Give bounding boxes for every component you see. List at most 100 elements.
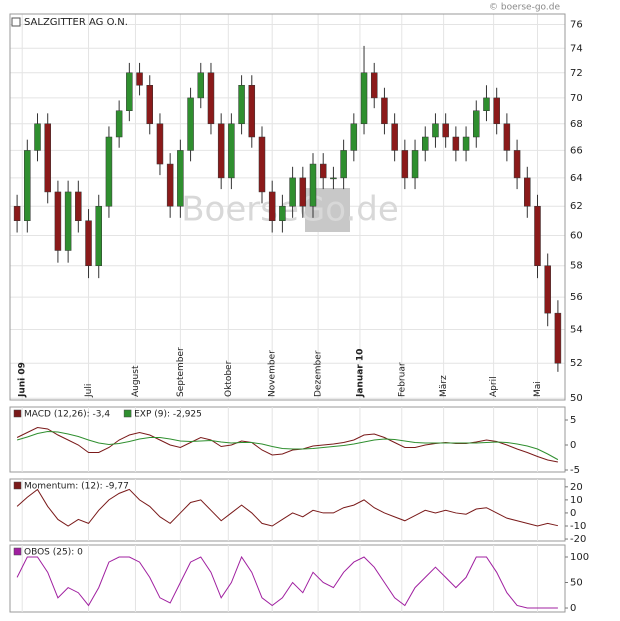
legend-swatch	[13, 481, 22, 490]
candle-body	[319, 163, 327, 179]
legend-swatch	[123, 409, 132, 418]
candle-body	[483, 97, 490, 111]
candle-body	[309, 163, 317, 207]
candle-body	[381, 97, 388, 125]
legend-label: OBOS (25): 0	[24, 548, 83, 558]
candle-body	[258, 136, 266, 193]
candle-body	[503, 123, 511, 151]
candle-body	[524, 177, 531, 207]
y-tick-label: 58	[570, 261, 583, 272]
y-tick-label: -20	[570, 534, 586, 545]
panel-frame	[9, 13, 566, 401]
x-tick-label: Juni 09	[18, 362, 28, 398]
y-tick-label: 0	[570, 440, 576, 451]
y-tick-label: 52	[570, 358, 583, 369]
candle-body	[197, 72, 205, 99]
line-series	[16, 555, 558, 609]
y-tick-label: 0	[570, 508, 576, 519]
x-tick-label: Januar 10	[355, 349, 365, 398]
candle-body	[34, 123, 41, 151]
legend-swatch	[13, 547, 22, 556]
y-tick-label: 70	[570, 93, 583, 104]
candle-body	[44, 123, 51, 193]
candle-body	[340, 150, 347, 179]
candle-body	[136, 72, 143, 86]
candle-body	[289, 177, 296, 207]
candle-body	[493, 97, 500, 125]
x-tick-label: März	[439, 375, 449, 397]
y-tick-label: 62	[570, 201, 583, 212]
candle-body	[370, 72, 378, 99]
candle-body	[75, 191, 82, 221]
y-tick-label: 64	[570, 173, 583, 184]
y-tick-label: 10	[570, 495, 583, 506]
panel-frame	[9, 478, 566, 542]
y-tick-label: 50	[570, 578, 583, 589]
x-tick-label: Oktober	[224, 360, 234, 397]
candle-body	[166, 163, 174, 207]
candle-body	[534, 205, 541, 266]
x-tick-label: Juli	[84, 384, 94, 398]
candle-body	[422, 136, 429, 151]
candle-body	[187, 97, 194, 151]
candle-body	[268, 191, 276, 221]
legend-label: MACD (12,26): -3,4	[24, 410, 110, 420]
y-tick-label: 60	[570, 230, 583, 241]
legend-swatch	[13, 409, 22, 418]
candle-body	[544, 265, 551, 314]
candle-body	[115, 110, 123, 138]
x-tick-label: April	[489, 376, 499, 397]
line-series	[16, 430, 559, 461]
legend-label: EXP (9): -2,925	[134, 410, 202, 420]
candle-body	[217, 123, 225, 179]
y-tick-label: 56	[570, 292, 583, 303]
y-tick-label: -5	[570, 465, 580, 476]
y-tick-label: 54	[570, 325, 583, 336]
x-tick-label: September	[176, 347, 186, 397]
candle-body	[64, 191, 72, 251]
candle-body	[462, 136, 470, 151]
candle-body	[24, 150, 31, 221]
y-tick-label: 68	[570, 119, 583, 130]
candle-body	[554, 312, 562, 364]
candle-body	[207, 72, 215, 125]
y-tick-label: 74	[570, 43, 583, 54]
candle-body	[411, 150, 419, 179]
x-tick-label: November	[268, 350, 278, 397]
x-tick-label: August	[131, 365, 141, 397]
candle-body	[401, 150, 409, 179]
credit: © boerse-go.de	[489, 3, 560, 13]
candle-body	[299, 177, 307, 207]
candle-body	[391, 123, 398, 151]
candle-body	[279, 205, 286, 221]
candle-body	[156, 123, 164, 165]
candle-body	[350, 123, 358, 151]
y-tick-label: 50	[570, 393, 583, 404]
y-tick-label: 76	[570, 20, 583, 31]
x-tick-label: Mai	[533, 381, 543, 397]
candle-body	[177, 150, 184, 207]
x-tick-label: Dezember	[314, 350, 324, 397]
candle-body	[228, 123, 235, 179]
candle-body	[473, 110, 480, 138]
panel-frame	[9, 544, 566, 613]
x-tick-label: Februar	[397, 362, 407, 397]
candle-body	[238, 84, 245, 125]
y-tick-label: -10	[570, 521, 586, 532]
candle-body	[330, 177, 337, 180]
candle-body	[13, 205, 21, 221]
candle-body	[95, 205, 102, 266]
candle-body	[126, 72, 133, 111]
candle-body	[146, 84, 153, 125]
title-box	[11, 17, 21, 27]
panel-frame	[9, 406, 566, 473]
candle-body	[442, 123, 449, 138]
y-tick-label: 66	[570, 145, 583, 156]
y-tick-label: 72	[570, 68, 583, 79]
candle-body	[432, 123, 439, 138]
y-tick-label: 0	[570, 603, 576, 614]
y-tick-label: 100	[570, 552, 589, 563]
line-series	[16, 488, 559, 527]
